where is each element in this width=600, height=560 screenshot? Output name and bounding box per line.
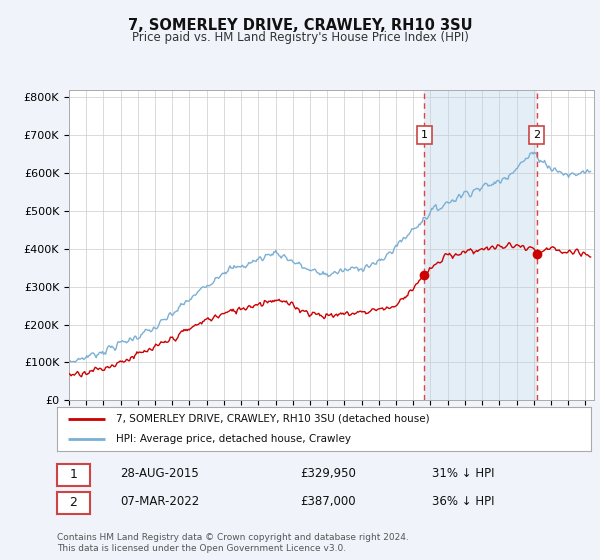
- Text: 07-MAR-2022: 07-MAR-2022: [120, 494, 199, 508]
- Text: Price paid vs. HM Land Registry's House Price Index (HPI): Price paid vs. HM Land Registry's House …: [131, 31, 469, 44]
- Text: 36% ↓ HPI: 36% ↓ HPI: [432, 494, 494, 508]
- Text: 2: 2: [533, 130, 541, 140]
- Text: HPI: Average price, detached house, Crawley: HPI: Average price, detached house, Craw…: [116, 434, 351, 444]
- Text: £329,950: £329,950: [300, 466, 356, 480]
- Text: 28-AUG-2015: 28-AUG-2015: [120, 466, 199, 480]
- Text: 7, SOMERLEY DRIVE, CRAWLEY, RH10 3SU (detached house): 7, SOMERLEY DRIVE, CRAWLEY, RH10 3SU (de…: [116, 414, 430, 424]
- Text: 7, SOMERLEY DRIVE, CRAWLEY, RH10 3SU: 7, SOMERLEY DRIVE, CRAWLEY, RH10 3SU: [128, 18, 472, 33]
- Text: Contains HM Land Registry data © Crown copyright and database right 2024.
This d: Contains HM Land Registry data © Crown c…: [57, 533, 409, 553]
- Text: 31% ↓ HPI: 31% ↓ HPI: [432, 466, 494, 480]
- Text: £387,000: £387,000: [300, 494, 356, 508]
- Text: 2: 2: [70, 496, 77, 510]
- Bar: [424, 90, 537, 400]
- Text: 1: 1: [421, 130, 428, 140]
- Text: 1: 1: [70, 468, 77, 482]
